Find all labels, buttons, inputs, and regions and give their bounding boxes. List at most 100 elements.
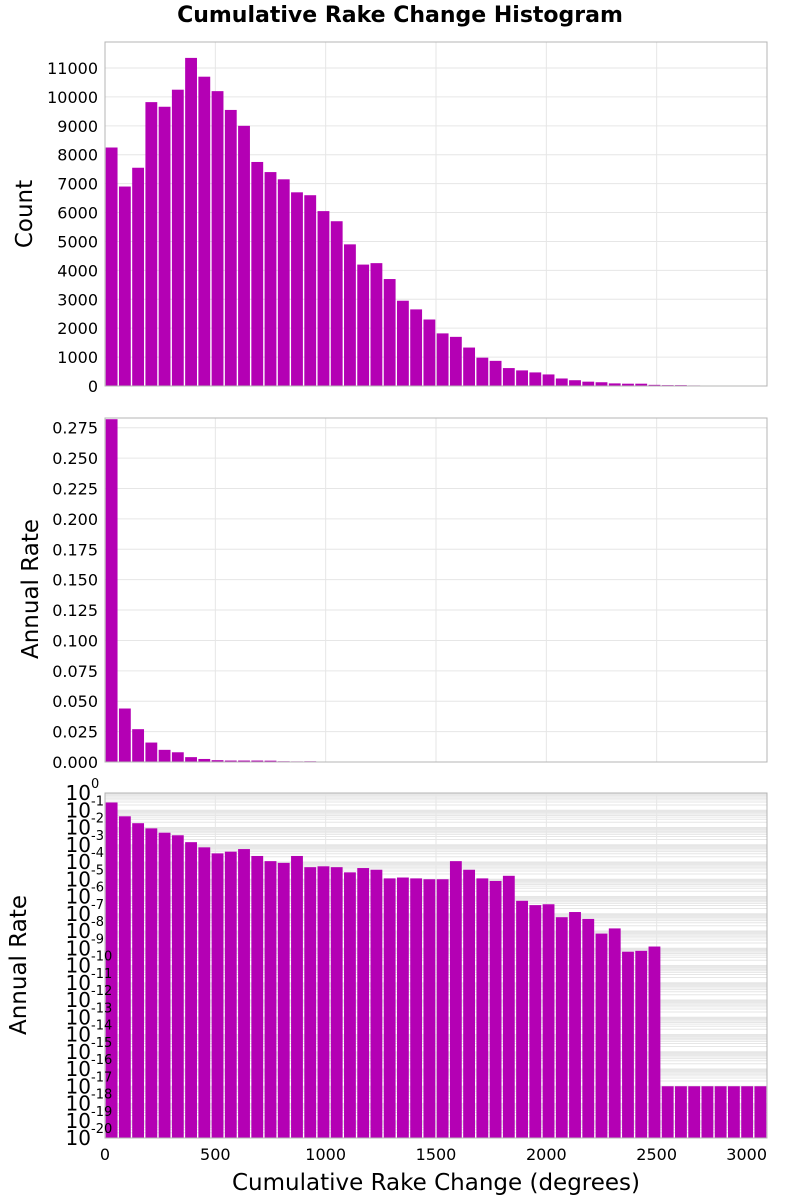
histogram-bar (622, 383, 634, 386)
histogram-bar (423, 879, 436, 1138)
histogram-bar (357, 868, 370, 1138)
y-tick-label: 0.050 (52, 692, 98, 711)
chart-title: Cumulative Rake Change Histogram (177, 3, 623, 28)
y-tick-exponent: -4 (91, 846, 104, 861)
histogram-bar (357, 264, 370, 386)
y-tick-label: 10 (66, 919, 91, 943)
histogram-bar (396, 300, 409, 386)
y-tick-label: 0.225 (52, 480, 98, 499)
y-tick-exponent: -1 (91, 794, 104, 809)
histogram-bar (238, 125, 250, 386)
annual-rate-linear-panel: Annual Rate 0.000 0.025 0.050 0.075 0.100 0.1… (18, 417, 768, 772)
y-tick-label: 1000 (57, 348, 98, 367)
histogram-bar (688, 1086, 701, 1138)
histogram-bar (595, 933, 608, 1138)
histogram-bar (741, 1086, 754, 1138)
histogram-bar (304, 195, 317, 386)
y-tick-exponent: -11 (91, 967, 112, 982)
histogram-bar (264, 172, 277, 386)
histogram-bar (185, 757, 197, 762)
plot-frame (104, 792, 768, 1139)
y-tick-exponent: -3 (91, 829, 104, 844)
y-tick-exponent: -18 (91, 1088, 112, 1103)
y-tick-label: 10 (66, 1109, 91, 1133)
histogram-bar (383, 878, 396, 1138)
y-tick-label: 10 (66, 1023, 91, 1047)
y-tick-exponent: 0 (91, 777, 99, 792)
histogram-bar (132, 167, 145, 386)
x-tick-label: 2500 (636, 1145, 677, 1164)
histogram-bar (132, 729, 145, 762)
x-tick-label: 1000 (305, 1145, 346, 1164)
y-tick-label: 10 (66, 988, 91, 1012)
histogram-bar (569, 380, 581, 386)
histogram-bar (727, 1086, 740, 1138)
histogram-bar (555, 917, 568, 1138)
histogram-bar (264, 760, 277, 762)
x-tick-label: 0 (100, 1145, 110, 1164)
histogram-bar (516, 900, 528, 1138)
y-tick-label: 0.200 (52, 510, 98, 529)
y-tick-label: 0.150 (52, 571, 98, 590)
histogram-bar (582, 381, 595, 386)
annual-rate-log-axis-label: Annual Rate (6, 895, 32, 1035)
histogram-bar (622, 951, 634, 1138)
histogram-bar (277, 862, 290, 1138)
y-tick-exponent: -12 (91, 984, 112, 999)
y-tick-exponent: -9 (91, 932, 104, 947)
histogram-bar (754, 1086, 767, 1138)
histogram-bar (291, 192, 303, 386)
histogram-bar (635, 950, 648, 1138)
y-tick-exponent: -20 (91, 1122, 112, 1137)
x-axis-label: Cumulative Rake Change (degrees) (232, 1170, 640, 1196)
histogram-bar (291, 855, 303, 1138)
histogram-bar (185, 842, 197, 1138)
y-tick-label: 11000 (47, 59, 98, 78)
histogram-bar (251, 760, 264, 762)
histogram-bar (185, 57, 197, 386)
histogram-bar (582, 918, 595, 1138)
y-tick-label: 10 (66, 936, 91, 960)
histogram-bar (410, 309, 423, 386)
histogram-bar (118, 708, 131, 762)
histogram-bar (701, 1086, 714, 1138)
y-tick-label: 0.100 (52, 631, 98, 650)
y-tick-label: 0.075 (52, 662, 98, 681)
histogram-bar (555, 378, 568, 386)
histogram-bar (661, 1086, 674, 1138)
y-tick-label: 10 (66, 971, 91, 995)
y-tick-label: 10 (66, 902, 91, 926)
histogram-bar (224, 109, 237, 386)
y-tick-exponent: -16 (91, 1053, 112, 1068)
histogram-bar (344, 244, 356, 386)
histogram-bar (436, 333, 449, 386)
histogram-bar (648, 946, 661, 1138)
x-tick-label: 500 (200, 1145, 231, 1164)
y-tick-label: 10 (66, 1074, 91, 1098)
histogram-bar (463, 347, 476, 386)
histogram-bar (118, 186, 131, 386)
y-tick-label: 8000 (57, 146, 98, 165)
y-tick-label: 10 (66, 850, 91, 874)
histogram-bar (542, 374, 555, 386)
histogram-bar (608, 928, 621, 1138)
count-axis-label: Count (12, 180, 38, 248)
histogram-bar (410, 878, 423, 1138)
histogram-bar (529, 905, 542, 1138)
histogram-bar (251, 161, 264, 386)
histogram-bar (105, 419, 118, 762)
histogram-bar (105, 802, 118, 1138)
histogram-bar (436, 879, 449, 1138)
histogram-bar (449, 336, 462, 386)
histogram-bar (118, 816, 131, 1138)
histogram-bar (383, 279, 396, 386)
y-tick-exponent: -2 (91, 812, 104, 827)
x-tick-label: 1500 (416, 1145, 457, 1164)
histogram-bar (224, 851, 237, 1138)
histogram-bar (132, 823, 145, 1138)
histogram-bar (211, 91, 224, 387)
histogram-bar (158, 106, 171, 387)
y-tick-exponent: -15 (91, 1036, 112, 1051)
histogram-bar (516, 370, 528, 386)
y-tick-label: 10 (66, 1092, 91, 1116)
